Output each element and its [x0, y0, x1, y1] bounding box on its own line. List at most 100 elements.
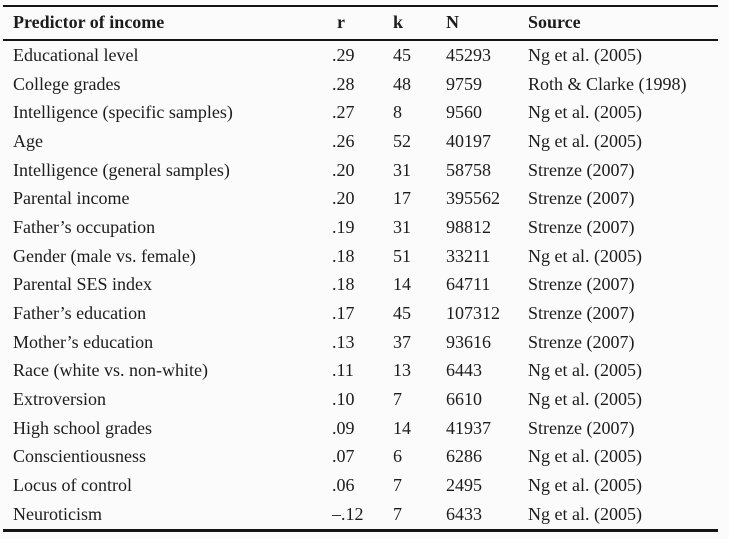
cell-k: 31 [393, 159, 411, 180]
cell-n: 6286 [446, 446, 482, 467]
cell-predictor: Mother’s education [13, 331, 154, 352]
income-predictors-table: Predictor of income r k N Source Educati… [3, 5, 718, 532]
cell-source: Strenze (2007) [528, 274, 635, 295]
income-predictors-table-container: Predictor of income r k N Source Educati… [3, 5, 718, 532]
column-header-predictor: Predictor of income [3, 6, 332, 41]
table-row: High school grades .09 14 41937 Strenze … [3, 414, 718, 443]
cell-predictor: Age [13, 130, 43, 151]
cell-n: 58758 [446, 159, 491, 180]
cell-predictor: Neuroticism [13, 503, 102, 524]
cell-k: 48 [393, 73, 411, 94]
cell-k: 52 [393, 130, 411, 151]
cell-source: Ng et al. (2005) [528, 130, 642, 151]
cell-n: 395562 [446, 188, 500, 209]
cell-k: 6 [393, 446, 402, 467]
cell-predictor: Gender (male vs. female) [13, 245, 196, 266]
cell-source: Strenze (2007) [528, 417, 635, 438]
cell-k: 45 [393, 303, 411, 324]
table-row: Mother’s education .13 37 93616 Strenze … [3, 328, 718, 357]
cell-r: .29 [332, 44, 355, 65]
table-row: Neuroticism –.12 7 6433 Ng et al. (2005) [3, 500, 718, 530]
cell-n: 6433 [446, 503, 482, 524]
cell-predictor: High school grades [13, 417, 152, 438]
cell-r: –.12 [332, 503, 364, 524]
cell-k: 37 [393, 331, 411, 352]
cell-n: 33211 [446, 245, 491, 266]
cell-source: Ng et al. (2005) [528, 389, 642, 410]
cell-k: 14 [393, 417, 411, 438]
cell-r: .11 [332, 360, 354, 381]
cell-r: .18 [332, 274, 355, 295]
table-row: Age .26 52 40197 Ng et al. (2005) [3, 127, 718, 156]
cell-k: 7 [393, 503, 402, 524]
cell-source: Ng et al. (2005) [528, 44, 642, 65]
cell-r: .10 [332, 389, 355, 410]
cell-predictor: Conscientiousness [13, 446, 146, 467]
table-row: Gender (male vs. female) .18 51 33211 Ng… [3, 242, 718, 271]
cell-k: 7 [393, 389, 402, 410]
cell-source: Ng et al. (2005) [528, 446, 642, 467]
table-row: Race (white vs. non-white) .11 13 6443 N… [3, 357, 718, 386]
table-row: Parental SES index .18 14 64711 Strenze … [3, 271, 718, 300]
cell-n: 6610 [446, 389, 482, 410]
cell-predictor: Father’s education [13, 303, 147, 324]
cell-source: Ng et al. (2005) [528, 245, 642, 266]
cell-predictor: Father’s occupation [13, 216, 156, 237]
table-body: Educational level .29 45 45293 Ng et al.… [3, 40, 718, 530]
table-row: Parental income .20 17 395562 Strenze (2… [3, 184, 718, 213]
cell-source: Ng et al. (2005) [528, 475, 642, 496]
column-header-source: Source [528, 6, 718, 41]
cell-k: 14 [393, 274, 411, 295]
cell-r: .20 [332, 159, 355, 180]
cell-n: 41937 [446, 417, 491, 438]
cell-k: 45 [393, 44, 411, 65]
cell-n: 93616 [446, 331, 491, 352]
cell-r: .06 [332, 475, 355, 496]
cell-k: 13 [393, 360, 411, 381]
table-row: College grades .28 48 9759 Roth & Clarke… [3, 70, 718, 99]
cell-source: Ng et al. (2005) [528, 360, 642, 381]
cell-predictor: Race (white vs. non-white) [13, 360, 208, 381]
cell-n: 2495 [446, 475, 482, 496]
table-row: Father’s occupation .19 31 98812 Strenze… [3, 213, 718, 242]
cell-r: .09 [332, 417, 355, 438]
header-row: Predictor of income r k N Source [3, 6, 718, 41]
table-row: Locus of control .06 7 2495 Ng et al. (2… [3, 471, 718, 500]
cell-r: .28 [332, 73, 355, 94]
cell-k: 31 [393, 216, 411, 237]
cell-r: .19 [332, 216, 355, 237]
cell-r: .27 [332, 102, 355, 123]
cell-n: 64711 [446, 274, 491, 295]
column-header-n: N [446, 6, 528, 41]
cell-predictor: College grades [13, 73, 121, 94]
cell-r: .17 [332, 303, 355, 324]
table-row: Intelligence (general samples) .20 31 58… [3, 156, 718, 185]
cell-n: 40197 [446, 130, 491, 151]
cell-r: .07 [332, 446, 355, 467]
table-header: Predictor of income r k N Source [3, 6, 718, 41]
cell-predictor: Intelligence (general samples) [13, 159, 230, 180]
cell-predictor: Parental income [13, 188, 130, 209]
table-row: Intelligence (specific samples) .27 8 95… [3, 98, 718, 127]
cell-source: Strenze (2007) [528, 303, 635, 324]
cell-predictor: Intelligence (specific samples) [13, 102, 233, 123]
cell-n: 98812 [446, 216, 491, 237]
cell-source: Strenze (2007) [528, 188, 635, 209]
cell-r: .26 [332, 130, 355, 151]
column-header-r: r [332, 6, 393, 41]
cell-source: Roth & Clarke (1998) [528, 73, 687, 94]
cell-n: 9560 [446, 102, 482, 123]
cell-k: 17 [393, 188, 411, 209]
cell-k: 8 [393, 102, 402, 123]
cell-predictor: Locus of control [13, 475, 132, 496]
cell-r: .20 [332, 188, 355, 209]
cell-predictor: Educational level [13, 44, 139, 65]
cell-n: 9759 [446, 73, 482, 94]
table-row: Extroversion .10 7 6610 Ng et al. (2005) [3, 385, 718, 414]
cell-source: Strenze (2007) [528, 159, 635, 180]
cell-r: .18 [332, 245, 355, 266]
cell-r: .13 [332, 331, 355, 352]
table-row: Educational level .29 45 45293 Ng et al.… [3, 40, 718, 70]
cell-k: 51 [393, 245, 411, 266]
cell-source: Strenze (2007) [528, 216, 635, 237]
